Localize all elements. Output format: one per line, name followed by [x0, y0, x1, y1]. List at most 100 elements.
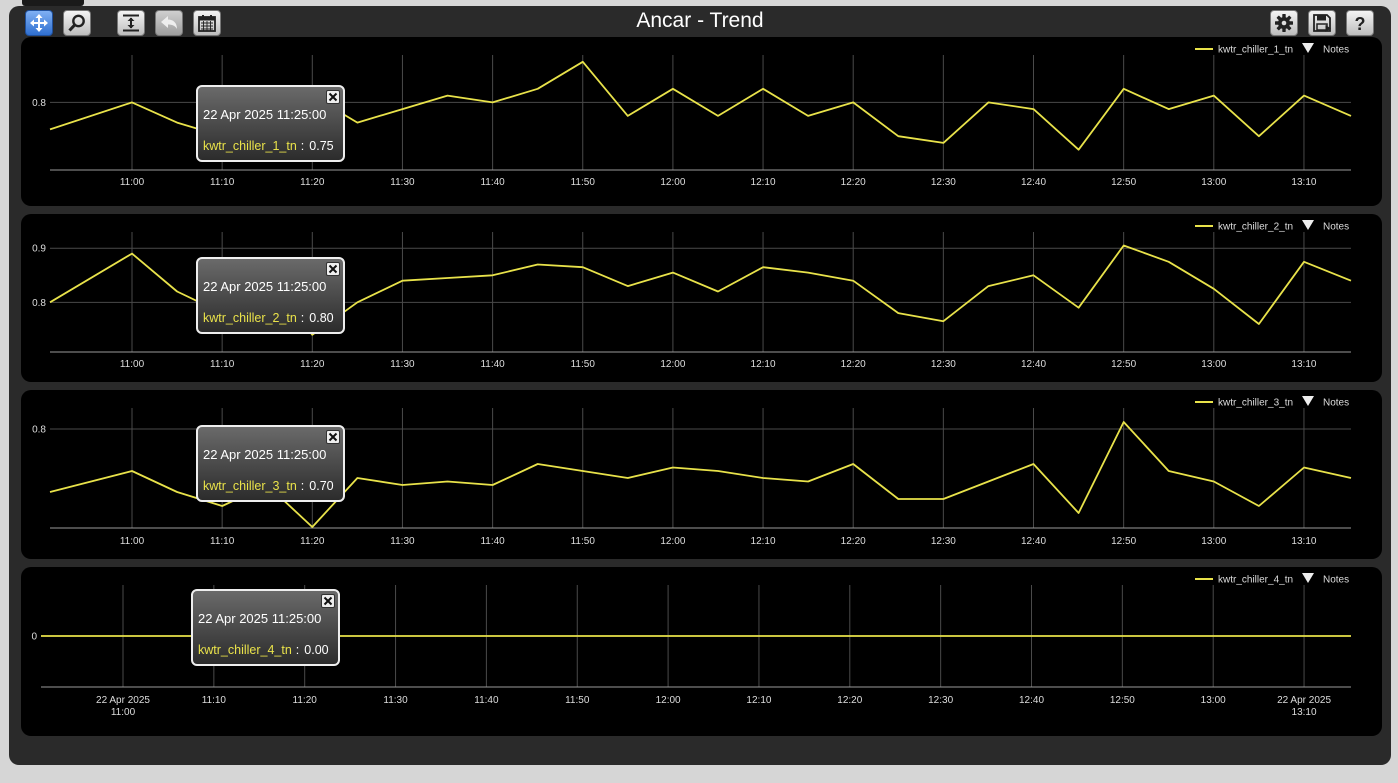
undo-button[interactable]	[155, 10, 183, 36]
x-tick-date-label: 22 Apr 2025	[96, 695, 150, 706]
tooltip-close-button[interactable]	[326, 430, 340, 444]
chart-panel-3: 11:00 11:10 11:20 11:30 11:40 11:50 12:00 12:10…	[21, 390, 1382, 559]
legend-label: kwtr_chiller_4_tn	[1218, 575, 1293, 586]
x-tick-label: 11:20	[300, 359, 325, 370]
triangle-down-icon	[1302, 396, 1314, 406]
tooltip-series-name: kwtr_chiller_1_tn	[203, 139, 297, 153]
x-tick-label: 12:40	[1021, 177, 1046, 188]
chart-3: 11:00 11:10 11:20 11:30 11:40 11:50 12:00 12:10…	[32, 396, 1352, 547]
x-tick-label: 11:10	[210, 536, 235, 547]
notes-toggle[interactable]: Notes	[1302, 573, 1349, 586]
tooltip-date: 22 Apr 2025 11:25:00	[203, 279, 327, 294]
x-tick-label: 12:20	[841, 177, 866, 188]
svg-text:?: ?	[1355, 14, 1366, 33]
tooltip-close-button[interactable]	[326, 262, 340, 276]
legend-label: kwtr_chiller_1_tn	[1218, 45, 1293, 56]
x-tick-label: 13:10	[1291, 536, 1316, 547]
x-tick-label: 11:00	[120, 536, 145, 547]
x-tick-label: 12:00	[660, 177, 685, 188]
x-tick-label: 12:30	[931, 536, 956, 547]
tooltip-date: 22 Apr 2025 11:25:00	[198, 611, 322, 626]
zoom-button[interactable]	[63, 10, 91, 36]
x-tick-label: 13:00	[1201, 536, 1226, 547]
help-button[interactable]: ?	[1346, 10, 1374, 36]
x-tick-label: 12:00	[660, 359, 685, 370]
tooltip: 22 Apr 2025 11:25:00 kwtr_chiller_3_tn:0.…	[196, 425, 345, 502]
x-tick-label: 13:10	[1291, 177, 1316, 188]
x-tick-label: 13:00	[1201, 695, 1226, 706]
save-button[interactable]	[1308, 10, 1336, 36]
notes-label: Notes	[1323, 222, 1349, 233]
x-tick-label: 11:30	[383, 695, 408, 706]
x-tick-label: 12:10	[751, 536, 776, 547]
x-tick-label: 11:10	[202, 695, 227, 706]
help-icon: ?	[1355, 14, 1366, 33]
x-tick-label: 11:00	[111, 707, 136, 718]
chart-panel-2: 11:00 11:10 11:20 11:30 11:40 11:50 12:00 12:10…	[21, 214, 1382, 382]
tooltip-separator: :	[300, 479, 305, 493]
x-tick-label: 12:40	[1019, 695, 1044, 706]
tooltip-row: kwtr_chiller_1_tn:0.75	[203, 139, 334, 153]
x-tick-label: 12:10	[751, 359, 776, 370]
tooltip-close-button[interactable]	[326, 90, 340, 104]
tooltip-separator: :	[300, 311, 305, 325]
series-line-kwtr_chiller_3_tn	[49, 421, 1352, 528]
notes-toggle[interactable]: Notes	[1302, 43, 1349, 56]
x-tick-label: 12:20	[837, 695, 862, 706]
x-tick-label: 11:50	[571, 359, 596, 370]
x-tick-date-label: 22 Apr 2025	[1277, 695, 1331, 706]
tooltip-close-button[interactable]	[321, 594, 335, 608]
x-tick-label: 11:50	[565, 695, 590, 706]
x-tick-label: 11:20	[300, 177, 325, 188]
notes-toggle[interactable]: Notes	[1302, 396, 1349, 409]
notes-label: Notes	[1323, 398, 1349, 409]
x-tick-label: 12:50	[1111, 177, 1136, 188]
x-tick-label: 11:50	[571, 536, 596, 547]
tooltip-value: 0.70	[309, 479, 334, 493]
x-tick-label: 12:10	[751, 177, 776, 188]
legend-label: kwtr_chiller_3_tn	[1218, 398, 1293, 409]
y-tick-label: 0.9	[32, 244, 46, 255]
notes-label: Notes	[1323, 575, 1349, 586]
x-tick-label: 13:10	[1291, 359, 1316, 370]
tooltip-value: 0.75	[309, 139, 334, 153]
x-tick-label: 11:00	[120, 177, 145, 188]
fit-height-button[interactable]	[117, 10, 145, 36]
x-tick-label: 11:10	[210, 177, 235, 188]
tooltip-series-name: kwtr_chiller_3_tn	[203, 479, 297, 493]
triangle-down-icon	[1302, 43, 1314, 53]
toolbar: Ancar - Trend ?	[9, 6, 1391, 38]
notes-toggle[interactable]: Notes	[1302, 220, 1349, 233]
y-tick-label: 0	[31, 632, 37, 643]
tooltip-date: 22 Apr 2025 11:25:00	[203, 447, 327, 462]
calendar-button[interactable]	[193, 10, 221, 36]
save-icon	[1313, 14, 1331, 32]
x-tick-label: 12:20	[841, 359, 866, 370]
tooltip-separator: :	[300, 139, 305, 153]
x-tick-label: 12:00	[656, 695, 681, 706]
legend: kwtr_chiller_4_tn	[1195, 575, 1293, 586]
x-tick-label: 12:20	[841, 536, 866, 547]
trend-window: Ancar - Trend ? 11:00 11:10 11:20 11:30 11:4…	[9, 6, 1391, 765]
x-tick-label: 12:30	[931, 359, 956, 370]
calendar-icon	[198, 15, 216, 32]
notes-label: Notes	[1323, 45, 1349, 56]
y-tick-label: 0.8	[32, 298, 46, 309]
tooltip-series-name: kwtr_chiller_4_tn	[198, 643, 292, 657]
triangle-down-icon	[1302, 220, 1314, 230]
move-button[interactable]	[25, 10, 53, 36]
x-tick-label: 12:30	[931, 177, 956, 188]
y-tick-label: 0.8	[32, 425, 46, 436]
page-title: Ancar - Trend	[636, 9, 764, 32]
x-tick-label: 12:50	[1111, 359, 1136, 370]
tooltip: 22 Apr 2025 11:25:00 kwtr_chiller_2_tn:0.…	[196, 257, 345, 334]
tooltip-separator: :	[295, 643, 300, 657]
x-tick-label: 11:40	[474, 695, 499, 706]
legend: kwtr_chiller_3_tn	[1195, 398, 1293, 409]
settings-button[interactable]	[1270, 10, 1298, 36]
x-tick-label: 13:10	[1292, 707, 1317, 718]
tooltip-date: 22 Apr 2025 11:25:00	[203, 107, 327, 122]
x-tick-label: 11:30	[390, 177, 415, 188]
tooltip: 22 Apr 2025 11:25:00 kwtr_chiller_1_tn:0.…	[196, 85, 345, 162]
close-icon	[328, 264, 338, 274]
